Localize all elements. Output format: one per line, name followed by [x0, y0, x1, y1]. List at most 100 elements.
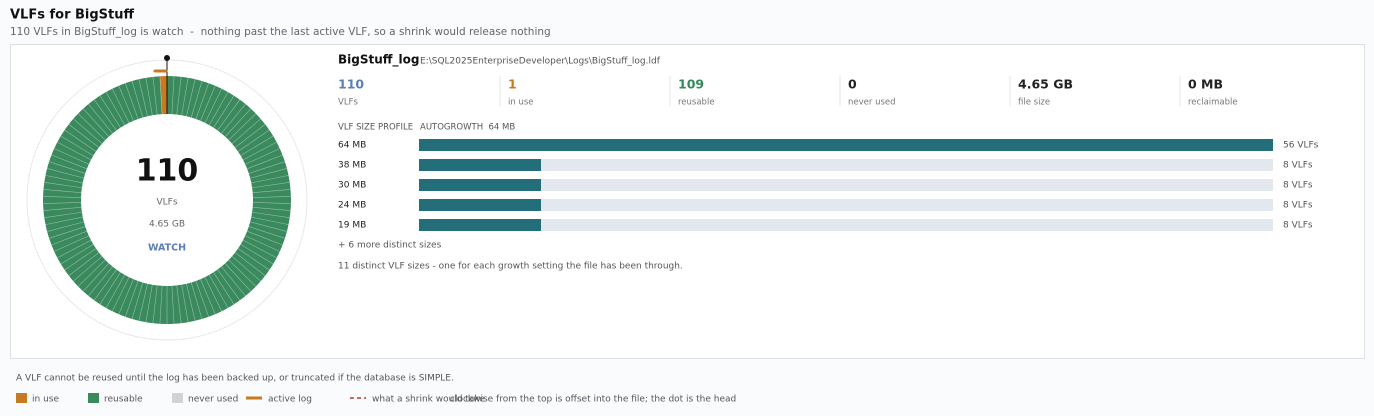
vlf-divider: [181, 77, 189, 116]
legend-label: in use: [32, 395, 59, 405]
reusable-arc: [43, 76, 291, 325]
vlf-divider: [43, 196, 82, 198]
legend-label: reusable: [104, 395, 143, 405]
stat-value: 0 MB: [1188, 77, 1223, 92]
legend-swatch: [88, 393, 99, 403]
vlf-divider: [51, 230, 87, 246]
vlf-divider: [234, 124, 266, 148]
vlf-divider: [242, 239, 277, 259]
vlf-divider: [125, 83, 139, 120]
vlf-divider: [51, 154, 87, 170]
vlf-divider: [250, 221, 288, 232]
vlf-divider: [77, 113, 106, 141]
vlf-divider: [209, 274, 229, 309]
title: VLFs for BigStuff: [10, 8, 135, 23]
head-dot: [164, 55, 170, 61]
vlf-divider: [248, 226, 286, 239]
vlf-divider: [99, 272, 121, 305]
stat-label: VLFs: [338, 98, 358, 108]
vlf-divider: [213, 272, 235, 305]
bar: [419, 199, 541, 211]
vlf-divider: [224, 108, 252, 137]
vlf-divider: [240, 244, 274, 265]
vlf-divider: [138, 283, 148, 321]
stats: 110 VLFs 1 in use 109 reusable 0 never used 4.65…: [338, 76, 1238, 108]
stat-value: 110: [338, 77, 364, 92]
vlf-divider: [54, 148, 89, 165]
profile-more: + 6 more distinct sizes: [338, 241, 442, 251]
vlf-divider: [131, 80, 144, 118]
stat-value: 1: [508, 77, 517, 92]
vlf-divider: [221, 266, 246, 297]
vlf-divider: [252, 182, 290, 189]
bar-track: [419, 179, 1273, 191]
count-label: 8 VLFs: [1283, 181, 1313, 191]
bar: [419, 179, 541, 191]
profile-note: 11 distinct VLF sizes - one for each gro…: [338, 262, 683, 272]
vlf-divider: [171, 76, 175, 115]
vlf-divider: [105, 91, 125, 126]
vlf-divider: [93, 269, 117, 301]
vlf-divider: [186, 283, 196, 321]
count-label: 8 VLFs: [1283, 201, 1313, 211]
vlf-divider: [221, 103, 246, 134]
vlf-divider: [68, 124, 100, 148]
vlf-divider: [252, 207, 291, 211]
stat-value: 0: [848, 77, 857, 92]
vlf-divider: [57, 141, 92, 161]
legend-label: active log: [268, 395, 312, 405]
vlf-divider: [73, 118, 103, 144]
vlf-divider: [93, 99, 117, 131]
stat-label: in use: [508, 98, 534, 108]
vlf-divider: [190, 282, 203, 320]
vlf-divider: [88, 266, 113, 297]
vlf-divider: [250, 168, 288, 179]
donut: [43, 55, 291, 325]
vlf-divider: [131, 282, 144, 320]
vlf-divider: [247, 230, 283, 246]
vlf-divider: [152, 76, 158, 115]
legend: in use reusable never used active log what a…: [16, 393, 736, 405]
vlf-divider: [252, 202, 291, 204]
vlf-divider: [118, 279, 134, 315]
bar: [419, 139, 1273, 151]
vlf-divider: [145, 284, 153, 323]
count-label: 8 VLFs: [1283, 221, 1313, 231]
vlf-divider: [43, 207, 82, 211]
vlf-divider: [252, 189, 291, 193]
vlf-divider: [248, 161, 286, 174]
file-path: E:\SQL2025EnterpriseDeveloper\Logs\BigSt…: [420, 57, 661, 67]
vlf-divider: [234, 252, 266, 276]
legend-label: what a shrink would take: [372, 395, 485, 405]
bar-track: [419, 219, 1273, 231]
vlf-divider: [228, 113, 257, 141]
vlf-divider: [224, 263, 252, 292]
profile-autogrowth: AUTOGROWTH 64 MB: [420, 123, 515, 133]
profile-title: VLF SIZE PROFILE: [338, 123, 413, 133]
legend-explanation: clockwise from the top is offset into th…: [450, 395, 736, 405]
stat-label: reusable: [678, 98, 715, 108]
bar-track: [419, 159, 1273, 171]
stat-value: 109: [678, 77, 704, 92]
bars: 64 MB 56 VLFs 38 MB 8 VLFs 30 MB 8 VLFs 24 MB 8…: [338, 139, 1319, 231]
vlf-divider: [73, 256, 103, 282]
bar-track: [419, 199, 1273, 211]
vlf-divider: [240, 135, 274, 156]
vlf-divider: [176, 285, 182, 324]
vlf-divider: [237, 248, 270, 271]
vlf-divider: [231, 118, 261, 144]
stat-value: 4.65 GB: [1018, 77, 1073, 92]
vlf-divider: [105, 274, 125, 309]
vlf-divider: [45, 216, 83, 225]
vlf-divider: [82, 263, 110, 292]
size-label: 38 MB: [338, 161, 366, 171]
vlf-divider: [186, 79, 196, 117]
count-label: 56 VLFs: [1283, 141, 1319, 151]
vlf-divider: [68, 252, 100, 276]
stat-label: file size: [1018, 98, 1050, 108]
vlf-divider: [217, 269, 241, 301]
vlf-divider: [118, 85, 134, 121]
donut-size: 4.65 GB: [149, 220, 185, 230]
bar: [419, 219, 541, 231]
